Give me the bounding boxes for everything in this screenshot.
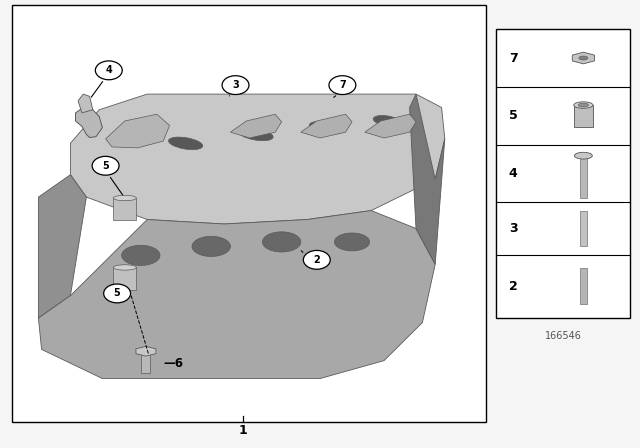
- Polygon shape: [141, 351, 150, 373]
- Ellipse shape: [262, 232, 301, 252]
- Text: 2: 2: [314, 255, 320, 265]
- Ellipse shape: [373, 116, 401, 126]
- Ellipse shape: [579, 56, 588, 60]
- Polygon shape: [76, 108, 102, 138]
- Polygon shape: [106, 114, 170, 148]
- Polygon shape: [580, 211, 586, 246]
- Ellipse shape: [574, 102, 593, 108]
- Circle shape: [92, 156, 119, 175]
- Ellipse shape: [309, 121, 344, 134]
- Polygon shape: [78, 94, 93, 113]
- Polygon shape: [580, 268, 586, 304]
- Circle shape: [329, 76, 356, 95]
- Polygon shape: [70, 94, 445, 224]
- Ellipse shape: [113, 265, 136, 270]
- Text: —6: —6: [163, 357, 183, 370]
- Circle shape: [95, 61, 122, 80]
- Polygon shape: [365, 114, 416, 138]
- FancyBboxPatch shape: [12, 5, 486, 422]
- Text: 1: 1: [239, 423, 248, 437]
- Circle shape: [104, 284, 131, 303]
- Polygon shape: [580, 155, 586, 198]
- Text: 5: 5: [114, 289, 120, 298]
- Ellipse shape: [334, 233, 370, 251]
- Polygon shape: [136, 346, 156, 356]
- Ellipse shape: [192, 237, 230, 256]
- Text: 5: 5: [102, 161, 109, 171]
- Ellipse shape: [168, 137, 203, 150]
- Text: 2: 2: [509, 280, 518, 293]
- Polygon shape: [113, 198, 136, 220]
- Polygon shape: [572, 52, 595, 64]
- Circle shape: [303, 250, 330, 269]
- Polygon shape: [38, 175, 86, 318]
- Text: 5: 5: [509, 109, 518, 122]
- Ellipse shape: [113, 195, 136, 201]
- Circle shape: [222, 76, 249, 95]
- Polygon shape: [574, 105, 593, 127]
- Polygon shape: [38, 211, 435, 379]
- Text: 4: 4: [509, 167, 518, 180]
- Text: 7: 7: [509, 52, 518, 65]
- Text: 4: 4: [106, 65, 112, 75]
- Polygon shape: [301, 114, 352, 138]
- Text: 3: 3: [509, 222, 517, 235]
- Polygon shape: [113, 267, 136, 290]
- Ellipse shape: [578, 103, 589, 107]
- Polygon shape: [230, 114, 282, 138]
- Polygon shape: [410, 94, 445, 264]
- FancyBboxPatch shape: [496, 29, 630, 318]
- Text: 166546: 166546: [545, 331, 582, 340]
- Text: 3: 3: [232, 80, 239, 90]
- Ellipse shape: [575, 152, 593, 159]
- Text: 7: 7: [339, 80, 346, 90]
- Ellipse shape: [239, 128, 273, 141]
- Ellipse shape: [122, 246, 160, 265]
